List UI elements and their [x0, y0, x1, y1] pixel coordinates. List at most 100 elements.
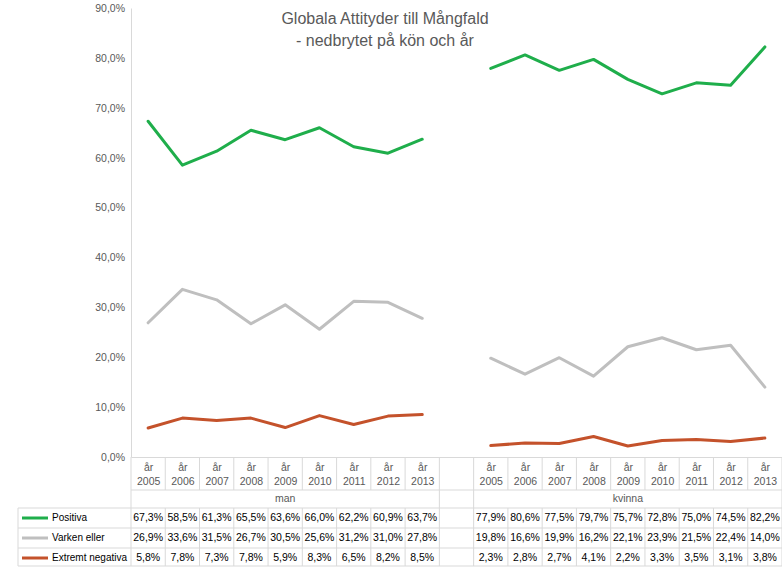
legend-key: [22, 517, 48, 520]
table-line: [131, 508, 132, 566]
table-row: Varken eller26,9%33,6%31,5%26,7%30,5%25,…: [22, 531, 780, 543]
table-value: 2,3%: [479, 551, 503, 563]
table-value: 65,5%: [236, 511, 266, 523]
x-tick-label-line: 2006: [514, 475, 538, 487]
table-line: [542, 508, 543, 566]
table-line: [370, 508, 371, 566]
table-value: 19,8%: [476, 531, 506, 543]
table-value: 4,1%: [582, 551, 606, 563]
table-value: 21,5%: [681, 531, 711, 543]
x-tick-label: år 2009: [274, 461, 298, 486]
x-tick-label: år 2009: [617, 461, 641, 486]
x-tick-label-line: år: [281, 461, 291, 473]
y-axis: 0,0%10,0%20,0%30,0%40,0%50,0%60,0%70,0%8…: [95, 2, 131, 463]
group-labels: mankvinna: [275, 492, 643, 504]
table-line: [165, 508, 166, 566]
table-value: 23,9%: [647, 531, 677, 543]
table-value: 2,8%: [513, 551, 537, 563]
table-value: 2,7%: [547, 551, 571, 563]
table-value: 75,0%: [681, 511, 711, 523]
table-value: 5,9%: [273, 551, 297, 563]
table-value: 72,8%: [647, 511, 677, 523]
table-value: 63,6%: [270, 511, 300, 523]
table-line: [233, 508, 234, 566]
x-tick: år2012: [719, 457, 743, 487]
table-value: 22,1%: [613, 531, 643, 543]
x-tick-label-line: 2009: [617, 475, 641, 487]
x-tick: år2010: [651, 457, 675, 487]
x-tick-label-line: år: [555, 461, 565, 473]
y-tick: 30,0%: [95, 301, 131, 313]
table-line: [507, 508, 508, 566]
table-value: 3,5%: [684, 551, 708, 563]
table-lines: [18, 457, 782, 566]
table-value: 19,9%: [544, 531, 574, 543]
table-value: 77,5%: [544, 511, 574, 523]
x-tick-label: år2011: [686, 461, 709, 486]
x-tick-label-line: 2013: [754, 475, 778, 487]
x-tick: år2005: [137, 457, 161, 487]
x-tick-label-line: 2009: [274, 475, 298, 487]
x-tick: år2011: [686, 457, 709, 487]
table-line: [473, 490, 474, 508]
table-value: 6,5%: [342, 551, 366, 563]
x-tick-label-line: 2010: [308, 475, 332, 487]
y-tick-label: 90,0%: [95, 2, 125, 14]
x-axis-line: [132, 457, 782, 458]
x-tick-label-line: år: [178, 461, 188, 473]
x-tick-label: år 2013: [754, 461, 778, 486]
table-line: [199, 508, 200, 566]
table-line: [18, 528, 782, 529]
table-value: 5,8%: [136, 551, 160, 563]
x-tick-label-line: år: [384, 461, 394, 473]
x-tick-label: år2007: [205, 461, 229, 486]
x-tick: år2013: [411, 457, 435, 487]
table-line: [405, 457, 406, 490]
table-line: [644, 508, 645, 566]
x-tick-label-line: 2011: [343, 475, 366, 487]
x-tick-label: år2011: [343, 461, 366, 486]
titles: Globala Attityder till Mångfald- nedbryt…: [281, 10, 488, 49]
y-tick-label: 70,0%: [95, 102, 125, 114]
table-line: [268, 508, 269, 566]
table-line: [610, 508, 611, 566]
table-value: 79,7%: [579, 511, 609, 523]
x-tick-label-line: år: [761, 461, 771, 473]
table-value: 75,7%: [613, 511, 643, 523]
table-value: 8,5%: [410, 551, 434, 563]
table-line: [131, 490, 782, 491]
x-tick-label: år2012: [377, 461, 401, 486]
x-tick: år2010: [308, 457, 332, 487]
table-line: [679, 508, 680, 566]
legend-key: [22, 537, 48, 540]
x-tick-label-line: 2005: [480, 475, 504, 487]
x-tick-label-line: 2007: [205, 475, 229, 487]
table-line: [336, 508, 337, 566]
x-axis: år2005år2006år2007år2008år2009år2010år20…: [132, 457, 782, 487]
x-tick: år2011: [343, 457, 366, 487]
table-value: 25,6%: [305, 531, 335, 543]
x-tick-label-line: 2008: [240, 475, 264, 487]
x-tick: år2012: [377, 457, 401, 487]
table-line: [131, 490, 132, 508]
table-line: [370, 457, 371, 490]
x-tick-label-line: år: [624, 461, 634, 473]
y-tick-label: 60,0%: [95, 152, 125, 164]
y-tick: 60,0%: [95, 152, 131, 164]
table-value: 3,3%: [650, 551, 674, 563]
table-line: [679, 457, 680, 490]
x-tick: år 2009: [274, 457, 298, 487]
table-value: 26,7%: [236, 531, 266, 543]
table-line: [302, 508, 303, 566]
x-tick: år2008: [240, 457, 264, 487]
x-tick-label-line: 2010: [651, 475, 675, 487]
series-line: [148, 289, 765, 387]
y-tick: 20,0%: [95, 351, 131, 363]
table-value: 31,2%: [339, 531, 369, 543]
table-value: 58,5%: [168, 511, 198, 523]
table-value: 30,5%: [270, 531, 300, 543]
table-line: [405, 508, 406, 566]
x-tick-label-line: 2005: [137, 475, 161, 487]
table-row: Positiva67,3%58,5%61,3%65,5%63,6%66,0%62…: [22, 511, 780, 523]
table-value: 3,8%: [753, 551, 777, 563]
